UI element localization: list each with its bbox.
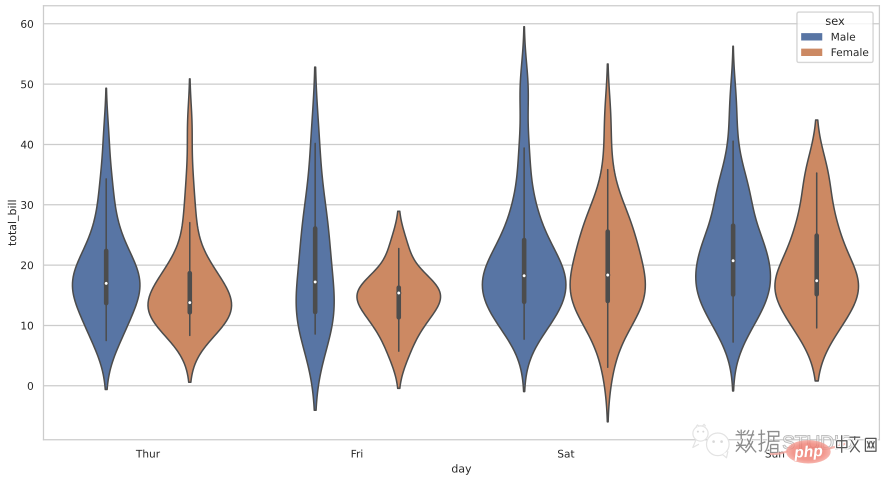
svg-text:php: php: [793, 443, 824, 462]
